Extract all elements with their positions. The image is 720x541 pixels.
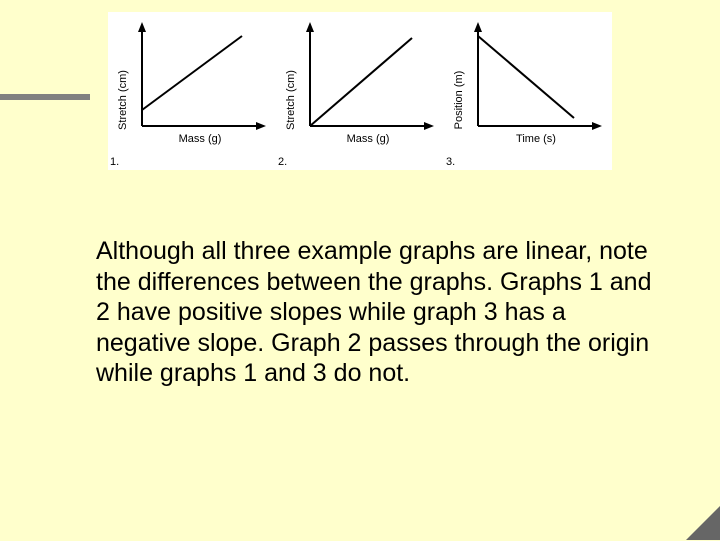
graph-3: Position (m) Time (s) 3.: [444, 12, 612, 170]
body-paragraph: Although all three example graphs are li…: [96, 236, 656, 389]
graph-3-xlabel: Time (s): [516, 133, 556, 145]
graph-3-ylabel: Position (m): [453, 71, 465, 130]
graph-1-number: 1.: [110, 156, 119, 168]
graph-2-xarrow: [424, 122, 434, 130]
graph-2-line: [310, 38, 412, 126]
graph-3-yarrow: [474, 22, 482, 32]
page-corner-fold: [686, 506, 720, 540]
graph-1-ylabel: Stretch (cm): [117, 70, 129, 130]
graph-2: Stretch (cm) Mass (g) 2.: [276, 12, 444, 170]
graph-1-xarrow: [256, 122, 266, 130]
graph-1: Stretch (cm) Mass (g) 1.: [108, 12, 276, 170]
graph-1-svg: Stretch (cm) Mass (g): [112, 18, 272, 148]
graph-3-line: [478, 36, 574, 118]
graph-3-svg: Position (m) Time (s): [448, 18, 608, 148]
graph-3-xarrow: [592, 122, 602, 130]
graph-1-xlabel: Mass (g): [179, 133, 222, 145]
graphs-panel: Stretch (cm) Mass (g) 1. Stretch (cm) Ma…: [108, 12, 612, 170]
accent-line: [0, 94, 90, 100]
graph-2-number: 2.: [278, 156, 287, 168]
graph-1-yarrow: [138, 22, 146, 32]
graph-2-svg: Stretch (cm) Mass (g): [280, 18, 440, 148]
graph-3-number: 3.: [446, 156, 455, 168]
graph-2-ylabel: Stretch (cm): [285, 70, 297, 130]
graph-2-yarrow: [306, 22, 314, 32]
graph-2-xlabel: Mass (g): [347, 133, 390, 145]
graph-1-line: [142, 36, 242, 110]
